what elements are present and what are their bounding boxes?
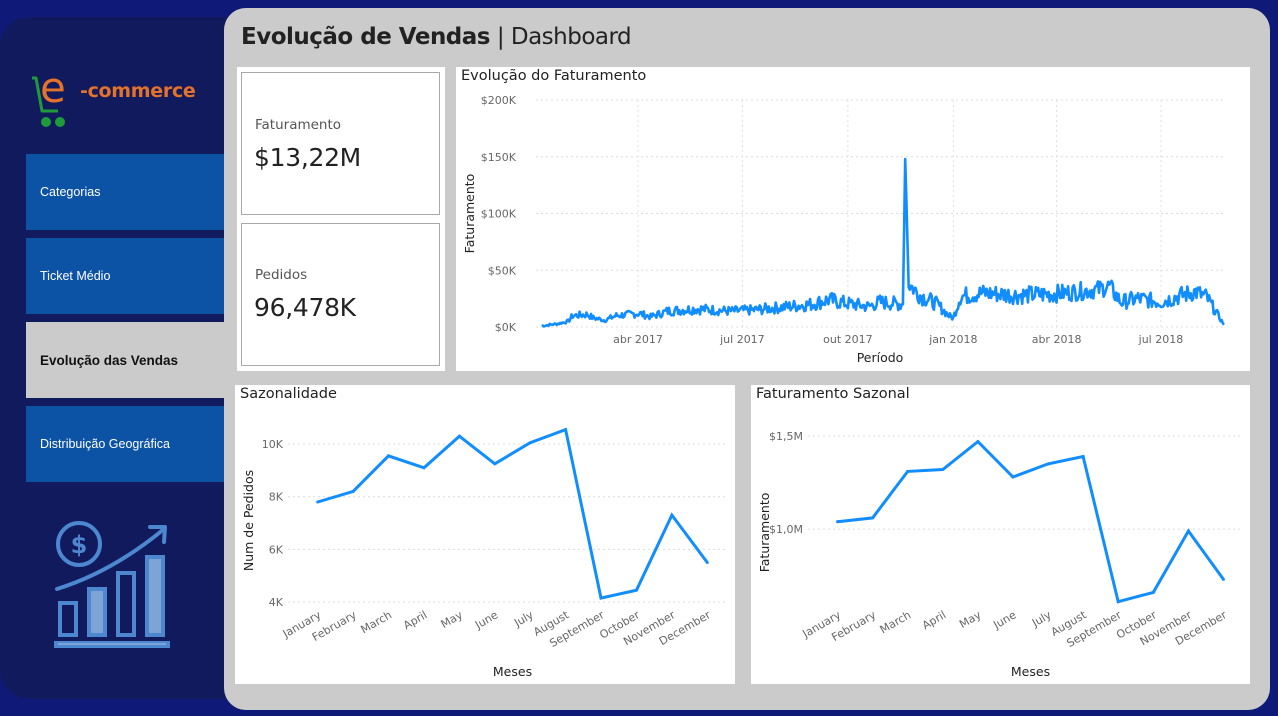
x-tick-label: June	[472, 608, 500, 632]
chart-title: Faturamento Sazonal	[756, 386, 910, 402]
x-tick-label: jul 2018	[1138, 333, 1184, 346]
data-point	[387, 454, 391, 458]
x-tick-label: abr 2018	[1032, 333, 1082, 346]
kpi-value: $13,22M	[254, 143, 361, 172]
x-tick-label: out 2017	[823, 333, 873, 346]
nav-item-label: Evolução das Vendas	[40, 352, 179, 368]
x-tick-label: abr 2017	[613, 333, 663, 346]
data-point	[493, 462, 497, 466]
chart-evolucao-faturamento[interactable]: Evolução do Faturamento $0K $50K $100K $150…	[456, 67, 1250, 371]
nav-item-label: Ticket Médio	[40, 269, 111, 283]
data-point	[564, 428, 568, 432]
y-tick-label: $0K	[495, 321, 517, 334]
y-axis-title: Faturamento	[462, 174, 477, 254]
chart-sazonalidade[interactable]: Sazonalidade 4K 6K 8K 10K January February Mar…	[235, 385, 735, 684]
kpi-card-faturamento: Faturamento $13,22M	[241, 72, 440, 215]
data-point	[871, 516, 875, 520]
y-tick-label: 8K	[269, 491, 284, 504]
x-tick-label: April	[920, 608, 948, 632]
x-tick-label: jul 2017	[719, 333, 765, 346]
page-title-separator: |	[496, 24, 505, 50]
svg-text:$: $	[71, 531, 88, 559]
chart-title: Sazonalidade	[240, 386, 337, 402]
y-tick-label: $1,0M	[769, 523, 803, 536]
x-axis-title: Período	[857, 350, 904, 365]
data-point	[670, 513, 674, 517]
y-tick-label: $150K	[481, 151, 517, 164]
x-axis-title: Meses	[493, 664, 532, 679]
y-tick-label: $1,5M	[769, 430, 803, 443]
page-title: Evolução de Vendas | Dashboard	[241, 24, 632, 50]
logo-text: -commerce	[80, 80, 196, 102]
x-tick-label: May	[439, 608, 466, 631]
x-tick-label: May	[957, 608, 984, 631]
data-point	[1186, 529, 1190, 533]
kpi-card-pedidos: Pedidos 96,478K	[241, 223, 440, 366]
page-title-sub: Dashboard	[510, 24, 632, 50]
chart-title: Evolução do Faturamento	[461, 68, 647, 84]
y-tick-label: 4K	[269, 596, 284, 609]
data-point	[1221, 577, 1225, 581]
data-point	[316, 500, 320, 504]
x-tick-label: June	[990, 608, 1018, 632]
shopping-cart-icon	[32, 76, 65, 127]
nav-item-ticket-medio[interactable]: Ticket Médio	[26, 238, 224, 314]
y-tick-label: $200K	[481, 94, 517, 107]
kpi-value: 96,478K	[254, 293, 356, 322]
y-axis-title: Faturamento	[757, 493, 772, 573]
x-tick-label: jan 2018	[928, 333, 977, 346]
x-tick-label: March	[358, 608, 394, 636]
data-point	[1116, 600, 1120, 604]
data-point	[941, 468, 945, 472]
series-line	[317, 427, 709, 600]
y-tick-label: 6K	[269, 543, 284, 556]
data-point	[1011, 475, 1015, 479]
data-point	[705, 561, 709, 565]
x-tick-label: March	[878, 608, 914, 636]
data-point	[634, 588, 638, 592]
data-point	[599, 596, 603, 600]
logo-e: e	[40, 63, 66, 112]
data-point	[422, 466, 426, 470]
sidebar: e -commerce Categorias Ticket Médio Evol…	[0, 17, 240, 699]
data-point	[457, 434, 461, 438]
data-point	[1046, 462, 1050, 466]
nav-item-evolucao-das-vendas[interactable]: Evolução das Vendas	[26, 322, 224, 398]
main-canvas: Evolução de Vendas | Dashboard Faturamen…	[224, 8, 1270, 710]
kpi-label: Pedidos	[255, 267, 308, 283]
data-point	[976, 440, 980, 444]
data-point	[351, 489, 355, 493]
sales-growth-icon: $	[54, 521, 170, 648]
page-title-main: Evolução de Vendas	[241, 24, 491, 50]
nav-item-distribuicao-geografica[interactable]: Distribuição Geográfica	[26, 406, 224, 482]
nav-item-categorias[interactable]: Categorias	[26, 154, 224, 230]
chart-faturamento-sazonal[interactable]: Faturamento Sazonal $1,0M $1,5M January Feb…	[751, 385, 1250, 684]
y-tick-label: $100K	[481, 208, 517, 221]
data-point	[1151, 590, 1155, 594]
series-line	[837, 439, 1225, 604]
kpi-label: Faturamento	[255, 117, 342, 133]
y-tick-label: $50K	[488, 264, 517, 277]
data-point	[836, 520, 840, 524]
line-chart-evolucao: $0K $50K $100K $150K $200K abr 2017 jul 2017 ou…	[462, 94, 1225, 365]
ecommerce-logo: e -commerce	[30, 63, 210, 131]
y-axis-title: Num de Pedidos	[241, 470, 256, 571]
kpi-cards: Faturamento $13,22M Pedidos 96,478K	[237, 67, 445, 371]
nav-item-label: Categorias	[40, 185, 101, 199]
nav-item-label: Distribuição Geográfica	[40, 437, 170, 451]
series-line-faturamento	[541, 157, 1225, 328]
y-tick-label: 10K	[262, 438, 284, 451]
x-tick-label: April	[401, 608, 429, 632]
data-point	[528, 441, 532, 445]
data-point	[906, 469, 910, 473]
data-point	[1081, 454, 1085, 458]
x-axis-title: Meses	[1011, 664, 1050, 679]
